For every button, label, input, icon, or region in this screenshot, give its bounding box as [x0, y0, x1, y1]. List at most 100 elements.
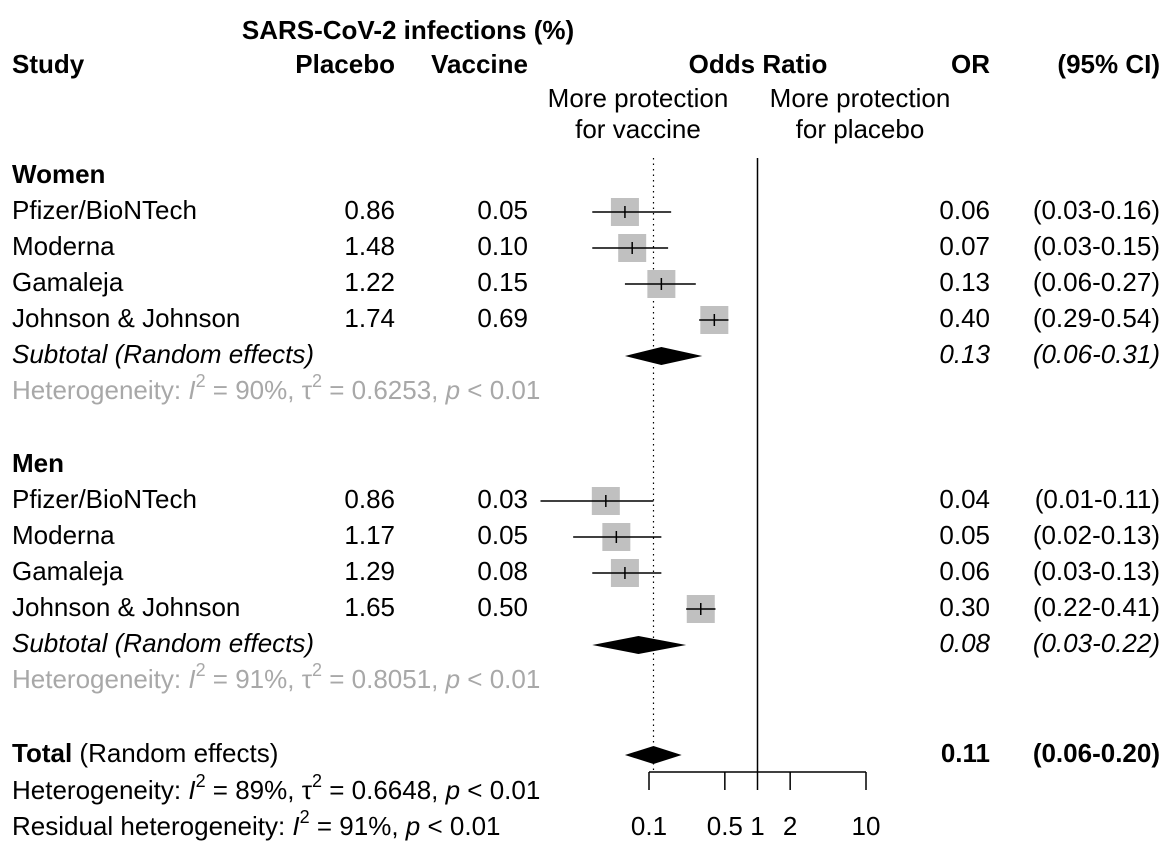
- x-tick-label: 0.5: [707, 811, 743, 841]
- text-part: < 0.01: [420, 811, 500, 841]
- ci-value: (0.06-0.27): [1033, 267, 1160, 297]
- total-name: Total: [12, 738, 72, 768]
- or-value: 0.11: [941, 738, 990, 768]
- heterogeneity: Heterogeneity: I2 = 89%, τ2 = 0.6648, p …: [12, 771, 540, 805]
- or-header: OR: [951, 49, 990, 79]
- text-part: τ: [302, 375, 313, 405]
- or-value: 0.30: [939, 592, 990, 622]
- text-part: = 0.6253,: [322, 375, 446, 405]
- text-part: Residual heterogeneity:: [12, 811, 292, 841]
- study-header: Study: [12, 49, 85, 79]
- ci-value: (0.02-0.13): [1033, 520, 1160, 550]
- placebo-value: 1.74: [344, 303, 395, 333]
- or-value: 0.08: [939, 628, 990, 658]
- placebo-value: 0.86: [344, 484, 395, 514]
- placebo-value: 1.65: [344, 592, 395, 622]
- or-value: 0.13: [939, 339, 990, 369]
- x-tick-label: 10: [852, 811, 881, 841]
- right-note: for placebo: [796, 114, 925, 144]
- text-part: Heterogeneity:: [12, 664, 188, 694]
- text-part: I: [188, 375, 195, 405]
- or-value: 0.06: [939, 195, 990, 225]
- text-part: 2: [196, 771, 206, 791]
- group-header: SARS-CoV-2 infections (%): [242, 15, 574, 45]
- vaccine-value: 0.50: [477, 592, 528, 622]
- summary-diamond: [624, 347, 703, 365]
- heterogeneity: Heterogeneity: I2 = 90%, τ2 = 0.6253, p …: [12, 371, 540, 405]
- study-name: Johnson & Johnson: [12, 303, 240, 333]
- text-part: 2: [312, 660, 322, 680]
- x-tick-label: 2: [783, 811, 797, 841]
- vaccine-value: 0.08: [477, 556, 528, 586]
- ci-value: (0.03-0.22): [1033, 628, 1160, 658]
- text-part: τ: [302, 664, 313, 694]
- vaccine-header: Vaccine: [431, 49, 528, 79]
- text-part: 2: [300, 807, 310, 827]
- ci-value: (0.03-0.15): [1033, 231, 1160, 261]
- placebo-value: 1.48: [344, 231, 395, 261]
- subtotal-label: Subtotal (Random effects): [12, 339, 314, 369]
- study-name: Gamaleja: [12, 556, 124, 586]
- total-label: Total (Random effects): [12, 738, 278, 768]
- group-label: Men: [12, 448, 64, 478]
- text-part: p: [445, 775, 460, 805]
- text-part: 2: [312, 371, 322, 391]
- text-part: < 0.01: [460, 775, 540, 805]
- text-part: 2: [196, 371, 206, 391]
- placebo-value: 1.29: [344, 556, 395, 586]
- placebo-value: 1.17: [344, 520, 395, 550]
- group-label: Women: [12, 159, 105, 189]
- text-part: < 0.01: [460, 375, 540, 405]
- heterogeneity: Residual heterogeneity: I2 = 91%, p < 0.…: [12, 807, 500, 841]
- study-name: Gamaleja: [12, 267, 124, 297]
- text-part: = 89%,: [206, 775, 302, 805]
- or-value: 0.04: [939, 484, 990, 514]
- ci-value: (0.22-0.41): [1033, 592, 1160, 622]
- left-note: for vaccine: [575, 114, 701, 144]
- text-part: p: [405, 811, 420, 841]
- or-value: 0.40: [939, 303, 990, 333]
- vaccine-value: 0.69: [477, 303, 528, 333]
- subtotal-label: Subtotal (Random effects): [12, 628, 314, 658]
- ci-value: (0.29-0.54): [1033, 303, 1160, 333]
- heterogeneity: Heterogeneity: I2 = 91%, τ2 = 0.8051, p …: [12, 660, 540, 694]
- x-tick-label: 1: [750, 811, 764, 841]
- ci-value: (0.03-0.13): [1033, 556, 1160, 586]
- text-part: = 91%,: [206, 664, 302, 694]
- text-part: = 0.8051,: [322, 664, 446, 694]
- study-name: Pfizer/BioNTech: [12, 195, 197, 225]
- vaccine-value: 0.05: [477, 195, 528, 225]
- vaccine-value: 0.10: [477, 231, 528, 261]
- ci-value: (0.06-0.20): [1033, 738, 1160, 768]
- or-value: 0.05: [939, 520, 990, 550]
- right-note: More protection: [770, 83, 951, 113]
- or-value: 0.06: [939, 556, 990, 586]
- text-part: = 91%,: [310, 811, 406, 841]
- ci-value: (0.03-0.16): [1033, 195, 1160, 225]
- placebo-value: 0.86: [344, 195, 395, 225]
- study-name: Moderna: [12, 231, 115, 261]
- text-part: < 0.01: [460, 664, 540, 694]
- study-name: Pfizer/BioNTech: [12, 484, 197, 514]
- or-value: 0.07: [939, 231, 990, 261]
- placebo-value: 1.22: [344, 267, 395, 297]
- summary-diamond: [624, 746, 682, 764]
- text-part: = 90%,: [206, 375, 302, 405]
- text-part: I: [188, 664, 195, 694]
- ci-value: (0.01-0.11): [1035, 484, 1160, 514]
- or-value: 0.13: [939, 267, 990, 297]
- vaccine-value: 0.05: [477, 520, 528, 550]
- ci-header: (95% CI): [1057, 49, 1160, 79]
- summary-diamond: [592, 636, 687, 654]
- vaccine-value: 0.15: [477, 267, 528, 297]
- text-part: τ: [302, 775, 313, 805]
- total-suffix: (Random effects): [72, 738, 278, 768]
- ci-value: (0.06-0.31): [1033, 339, 1160, 369]
- text-part: I: [292, 811, 299, 841]
- text-part: 2: [196, 660, 206, 680]
- x-tick-label: 0.1: [631, 811, 667, 841]
- vaccine-value: 0.03: [477, 484, 528, 514]
- text-part: p: [445, 375, 460, 405]
- left-note: More protection: [548, 83, 729, 113]
